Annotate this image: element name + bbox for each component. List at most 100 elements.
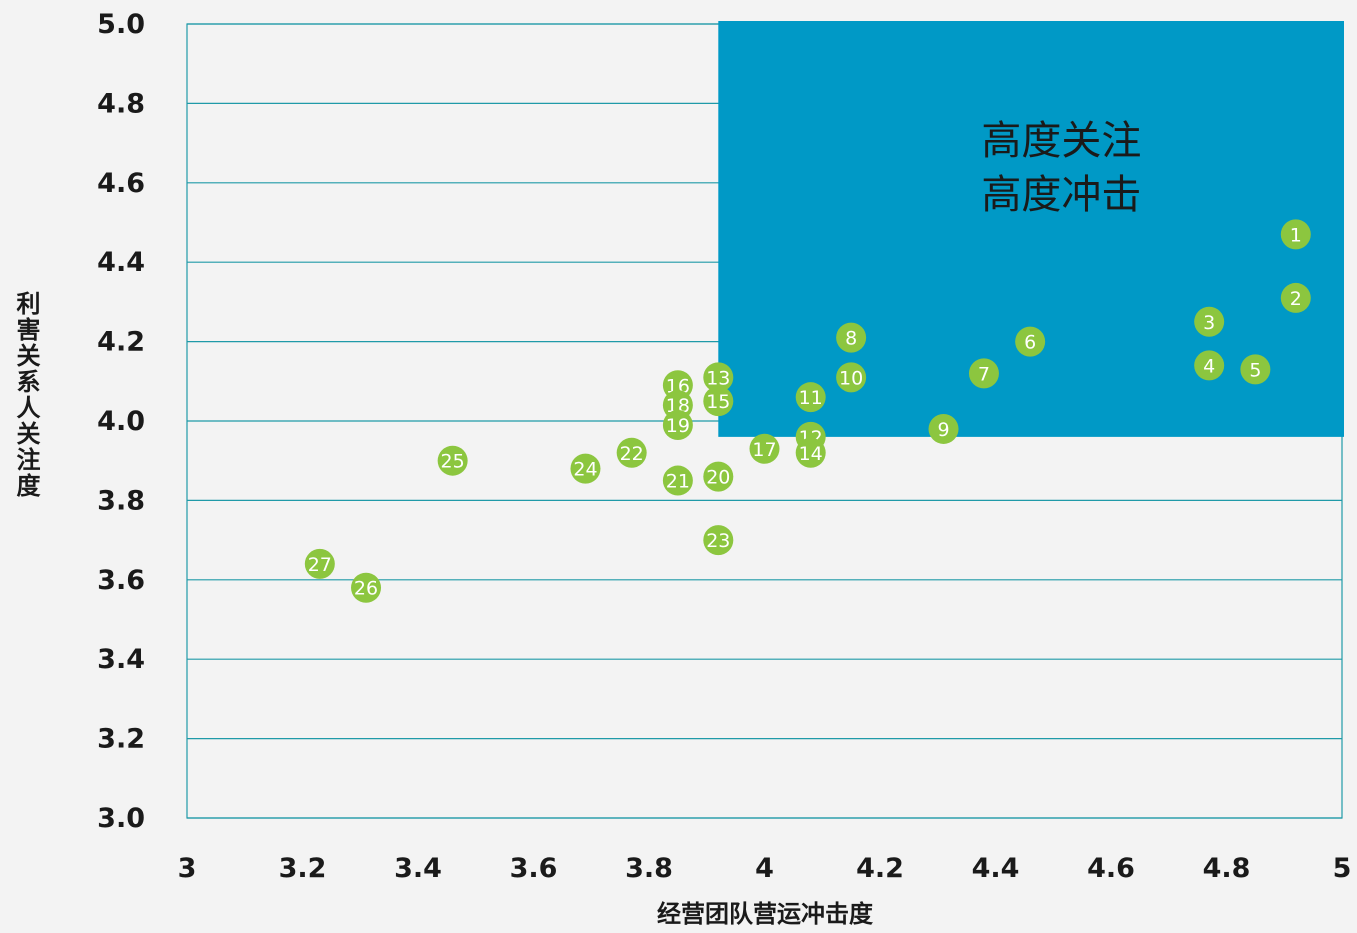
y-tick-label: 3.4 [97, 644, 145, 675]
x-tick-label: 4.6 [1087, 853, 1135, 884]
data-point: 11 [795, 382, 826, 413]
point-label: 21 [666, 471, 690, 493]
y-tick-label: 3.0 [97, 803, 145, 834]
data-point: 20 [703, 461, 734, 492]
x-tick-label: 3.8 [625, 853, 673, 884]
point-marker [437, 445, 468, 476]
y-tick-label: 3.6 [97, 565, 145, 596]
y-tick-label: 4.8 [97, 88, 145, 119]
point-label: 15 [706, 391, 730, 413]
point-marker [570, 453, 601, 484]
x-tick-label: 4 [755, 853, 774, 884]
point-label: 3 [1203, 312, 1215, 334]
point-label: 24 [573, 459, 597, 481]
point-marker [968, 358, 999, 389]
data-point: 26 [351, 572, 382, 603]
point-marker [1194, 306, 1225, 337]
point-marker [703, 461, 734, 492]
point-label: 9 [937, 419, 949, 441]
point-marker [703, 525, 734, 556]
data-point: 8 [836, 322, 867, 353]
x-axis-title: 经营团队营运冲击度 [657, 900, 874, 928]
point-marker [795, 437, 826, 468]
y-tick-label: 4.0 [97, 406, 145, 437]
point-marker [703, 386, 734, 417]
point-label: 26 [354, 578, 378, 600]
data-point: 9 [928, 413, 959, 444]
y-tick-label: 5.0 [97, 9, 145, 40]
data-point: 21 [662, 465, 693, 496]
point-label: 10 [839, 367, 863, 389]
highlight-label-line-1: 高度关注 [981, 118, 1141, 164]
data-point: 4 [1194, 350, 1225, 381]
point-label: 20 [706, 467, 730, 489]
data-point: 14 [795, 437, 826, 468]
point-label: 25 [441, 451, 465, 473]
x-tick-label: 4.4 [972, 853, 1020, 884]
data-point: 2 [1280, 282, 1311, 313]
data-points: 1234567891011121314151617181920212223242… [304, 219, 1311, 603]
y-tick-label: 3.2 [97, 724, 145, 755]
data-point: 6 [1015, 326, 1046, 357]
point-label: 17 [752, 439, 776, 461]
data-point: 15 [703, 386, 734, 417]
point-marker [795, 382, 826, 413]
point-label: 5 [1249, 359, 1261, 381]
point-label: 14 [799, 443, 823, 465]
x-tick-label: 3 [178, 853, 197, 884]
point-label: 6 [1024, 332, 1036, 354]
x-tick-label: 4.8 [1203, 853, 1251, 884]
data-point: 23 [703, 525, 734, 556]
point-marker [1015, 326, 1046, 357]
point-marker [1194, 350, 1225, 381]
x-tick-label: 3.6 [510, 853, 558, 884]
point-label: 19 [666, 415, 690, 437]
y-axis-tick-labels: 3.0 3.2 3.4 3.6 3.8 4.0 4.2 4.4 4.6 4.8 5.0 [97, 9, 145, 834]
y-tick-label: 3.8 [97, 485, 145, 516]
x-tick-label: 4.2 [856, 853, 904, 884]
data-point: 7 [968, 358, 999, 389]
data-point: 3 [1194, 306, 1225, 337]
point-marker [616, 437, 647, 468]
point-label: 22 [620, 443, 644, 465]
point-marker [928, 413, 959, 444]
point-label: 1 [1290, 224, 1302, 246]
point-marker [351, 572, 382, 603]
point-marker [1240, 354, 1271, 385]
data-point: 13 [703, 362, 734, 393]
highlight-region [718, 21, 1344, 437]
y-axis-title: 利害关系人关注度 [12, 291, 40, 499]
highlight-label-line-2: 高度冲击 [981, 172, 1141, 218]
data-point: 10 [836, 362, 867, 393]
point-marker [836, 322, 867, 353]
x-tick-label: 3.2 [279, 853, 327, 884]
x-tick-label: 3.4 [394, 853, 442, 884]
point-label: 4 [1203, 355, 1215, 377]
data-point: 27 [304, 548, 335, 579]
data-point: 25 [437, 445, 468, 476]
point-label: 23 [706, 530, 730, 552]
y-tick-label: 4.2 [97, 327, 145, 358]
data-point: 17 [749, 433, 780, 464]
x-axis-tick-labels: 3 3.2 3.4 3.6 3.8 4 4.2 4.4 4.6 4.8 5 [178, 853, 1352, 884]
point-marker [662, 465, 693, 496]
x-tick-label: 5 [1333, 853, 1352, 884]
y-tick-label: 4.4 [97, 247, 145, 278]
point-marker [304, 548, 335, 579]
data-point: 19 [662, 409, 693, 440]
data-point: 22 [616, 437, 647, 468]
point-marker [1280, 282, 1311, 313]
point-label: 27 [308, 554, 332, 576]
data-point: 24 [570, 453, 601, 484]
point-label: 8 [845, 328, 857, 350]
point-marker [836, 362, 867, 393]
data-point: 1 [1280, 219, 1311, 250]
point-marker [662, 409, 693, 440]
point-label: 13 [706, 367, 730, 389]
y-tick-label: 4.6 [97, 168, 145, 199]
point-label: 11 [799, 387, 823, 409]
point-label: 7 [978, 363, 990, 385]
point-marker [1280, 219, 1311, 250]
point-marker [703, 362, 734, 393]
